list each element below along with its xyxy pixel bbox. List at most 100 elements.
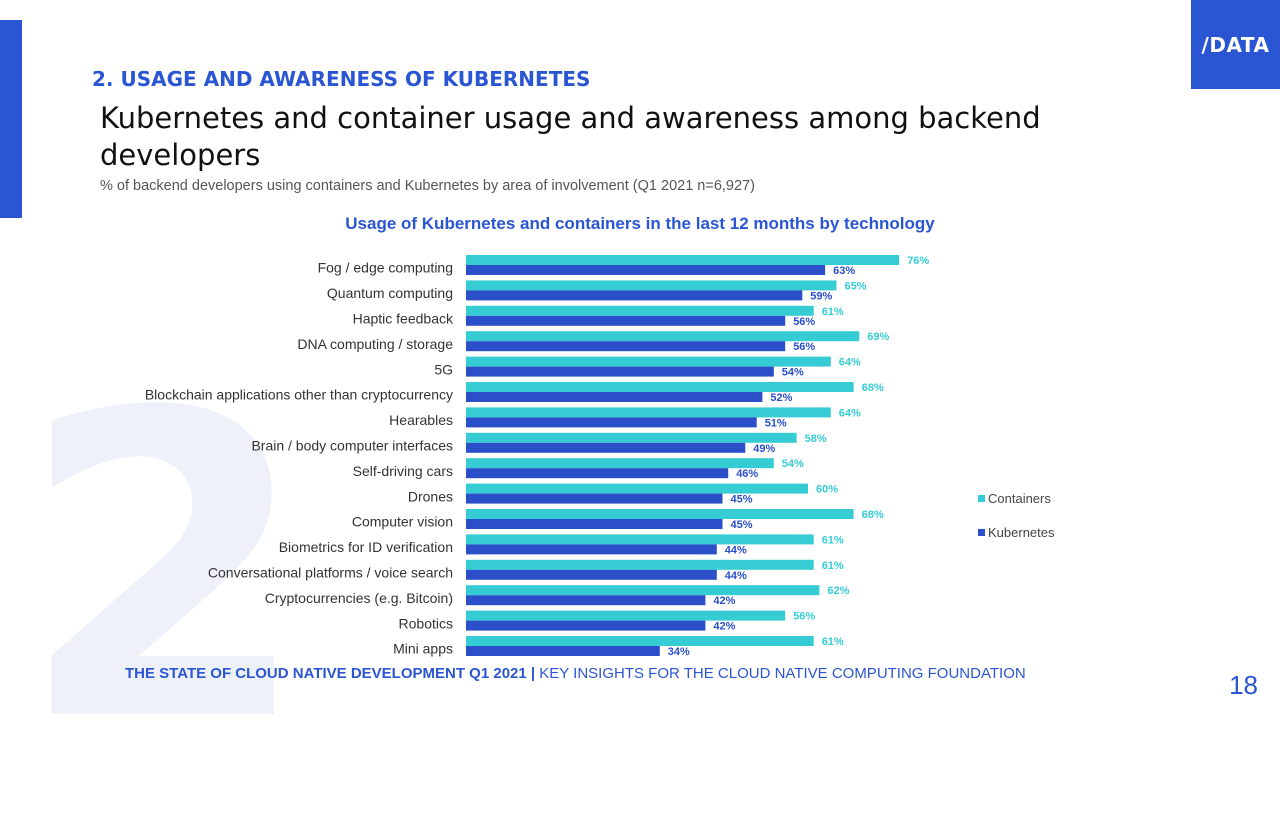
bar-containers bbox=[466, 407, 831, 418]
footer-report-title: THE STATE OF CLOUD NATIVE DEVELOPMENT Q1… bbox=[125, 665, 536, 682]
data-label-kubernetes: 63% bbox=[833, 265, 855, 277]
chart-legend: Containers Kubernetes bbox=[978, 490, 1055, 558]
footer: THE STATE OF CLOUD NATIVE DEVELOPMENT Q1… bbox=[125, 665, 1026, 682]
legend-swatch-kubernetes bbox=[978, 528, 985, 536]
bar-chart: Fog / edge computing 76% 63% Quantum comput… bbox=[145, 255, 929, 658]
bar-kubernetes bbox=[466, 366, 774, 377]
bar-containers bbox=[466, 534, 814, 545]
bar-kubernetes bbox=[466, 417, 757, 428]
bar-kubernetes bbox=[466, 468, 729, 479]
category-label: Brain / body computer interfaces bbox=[251, 438, 453, 454]
category-label: Computer vision bbox=[352, 514, 453, 530]
data-label-kubernetes: 44% bbox=[725, 544, 747, 556]
category-label: DNA computing / storage bbox=[297, 336, 453, 352]
category-label: Robotics bbox=[399, 615, 453, 631]
bar-containers bbox=[466, 559, 814, 570]
data-label-kubernetes: 59% bbox=[810, 290, 832, 302]
category-label: Quantum computing bbox=[327, 285, 453, 301]
bar-kubernetes bbox=[466, 569, 717, 580]
category-label: Conversational platforms / voice search bbox=[208, 565, 453, 581]
data-label-containers: 62% bbox=[827, 585, 849, 597]
bar-containers bbox=[466, 483, 808, 494]
bar-containers bbox=[466, 382, 854, 392]
bar-kubernetes bbox=[466, 315, 786, 326]
bar-kubernetes bbox=[466, 544, 717, 555]
bar-kubernetes bbox=[466, 442, 746, 453]
data-label-kubernetes: 56% bbox=[793, 341, 815, 353]
section-number-watermark: 2 bbox=[18, 325, 311, 814]
data-label-kubernetes: 42% bbox=[713, 595, 735, 607]
bar-kubernetes bbox=[466, 595, 706, 606]
bar-kubernetes bbox=[466, 519, 723, 529]
data-label-kubernetes: 45% bbox=[731, 519, 753, 531]
data-label-containers: 76% bbox=[907, 255, 929, 267]
data-label-containers: 61% bbox=[822, 534, 844, 546]
category-label: Biometrics for ID verification bbox=[279, 539, 453, 555]
data-label-kubernetes: 56% bbox=[793, 316, 815, 328]
data-label-containers: 54% bbox=[782, 458, 804, 470]
data-label-containers: 64% bbox=[839, 407, 861, 419]
category-label: Self-driving cars bbox=[353, 463, 453, 479]
data-label-containers: 60% bbox=[816, 484, 838, 496]
bar-kubernetes bbox=[466, 392, 763, 402]
data-label-kubernetes: 34% bbox=[668, 646, 690, 658]
legend-item-kubernetes: Kubernetes bbox=[978, 524, 1055, 540]
category-label: Haptic feedback bbox=[353, 311, 454, 327]
category-label: Blockchain applications other than crypt… bbox=[145, 387, 453, 403]
data-label-containers: 61% bbox=[822, 560, 844, 572]
bar-containers bbox=[466, 585, 820, 596]
bar-containers bbox=[466, 432, 797, 443]
legend-swatch-containers bbox=[978, 494, 985, 502]
chart-title-text: Usage of Kubernetes and containers in th… bbox=[345, 214, 935, 233]
category-label: Fog / edge computing bbox=[318, 260, 453, 276]
bar-kubernetes bbox=[466, 265, 826, 275]
footer-subtitle: KEY INSIGHTS FOR THE CLOUD NATIVE COMPUT… bbox=[535, 665, 1026, 682]
data-label-containers: 61% bbox=[822, 306, 844, 318]
category-label: 5G bbox=[434, 361, 453, 377]
page-title: Kubernetes and container usage and aware… bbox=[100, 101, 1041, 172]
bar-containers bbox=[466, 610, 786, 621]
legend-label-kubernetes: Kubernetes bbox=[988, 524, 1055, 540]
section-title: 2. USAGE AND AWARENESS OF KUBERNETES bbox=[92, 67, 591, 91]
category-label: Mini apps bbox=[393, 641, 453, 657]
bar-containers bbox=[466, 509, 854, 519]
data-label-kubernetes: 52% bbox=[770, 392, 792, 404]
data-label-containers: 61% bbox=[822, 636, 844, 648]
data-label-kubernetes: 46% bbox=[736, 468, 758, 480]
bar-containers bbox=[466, 280, 837, 291]
data-label-kubernetes: 45% bbox=[731, 494, 753, 506]
data-label-kubernetes: 51% bbox=[765, 417, 787, 429]
legend-item-containers: Containers bbox=[978, 490, 1055, 506]
data-label-containers: 68% bbox=[862, 509, 884, 521]
category-label: Hearables bbox=[389, 412, 453, 428]
data-label-kubernetes: 42% bbox=[713, 621, 735, 633]
data-label-containers: 64% bbox=[839, 357, 861, 369]
bar-containers bbox=[466, 458, 774, 469]
bar-containers bbox=[466, 356, 831, 367]
page-number: 18 bbox=[1229, 670, 1258, 700]
data-label-kubernetes: 49% bbox=[753, 443, 775, 455]
legend-label-containers: Containers bbox=[988, 490, 1051, 506]
bar-kubernetes bbox=[466, 620, 706, 631]
bar-kubernetes bbox=[466, 493, 723, 504]
data-label-kubernetes: 54% bbox=[782, 367, 804, 379]
left-accent-bar bbox=[0, 20, 22, 218]
bar-kubernetes bbox=[466, 341, 786, 352]
bar-containers bbox=[466, 255, 900, 265]
category-label: Drones bbox=[408, 488, 453, 504]
data-label-containers: 56% bbox=[793, 611, 815, 623]
data-label-containers: 68% bbox=[862, 382, 884, 394]
data-label-containers: 58% bbox=[805, 433, 827, 445]
bar-kubernetes bbox=[466, 646, 660, 656]
category-label: Cryptocurrencies (e.g. Bitcoin) bbox=[265, 590, 453, 606]
logo: /DATA bbox=[1191, 0, 1280, 89]
data-label-containers: 65% bbox=[845, 280, 867, 292]
chart-title: Usage of Kubernetes and containers in th… bbox=[0, 214, 1280, 234]
logo-text: /DATA bbox=[1201, 32, 1270, 57]
bar-kubernetes bbox=[466, 290, 803, 301]
bar-containers bbox=[466, 636, 814, 646]
bar-containers bbox=[466, 305, 814, 316]
data-label-kubernetes: 44% bbox=[725, 570, 747, 582]
page-subtitle: % of backend developers using containers… bbox=[100, 178, 755, 194]
data-label-containers: 69% bbox=[867, 331, 889, 343]
